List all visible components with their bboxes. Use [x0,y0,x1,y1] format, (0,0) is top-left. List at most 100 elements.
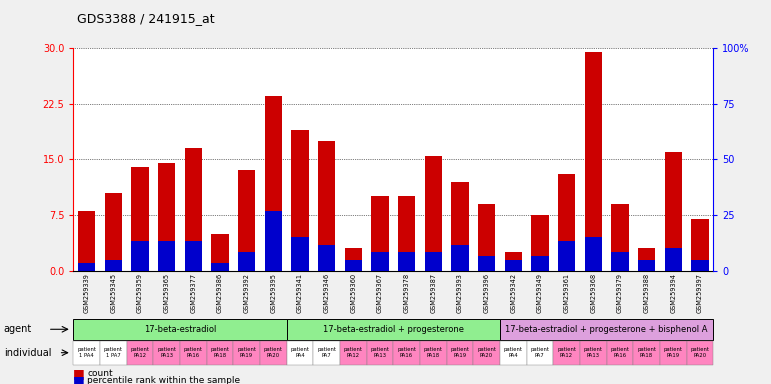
Text: count: count [87,369,113,378]
Bar [531,256,548,271]
Text: patient
PA20: patient PA20 [690,347,709,358]
Text: patient
PA7: patient PA7 [317,347,336,358]
Text: patient
PA19: patient PA19 [237,347,256,358]
Text: GSM259341: GSM259341 [297,273,303,313]
Text: GSM259367: GSM259367 [377,273,383,313]
Text: GSM259396: GSM259396 [483,273,490,313]
Text: patient
PA19: patient PA19 [664,347,682,358]
Bar [158,241,175,271]
Bar [665,248,682,271]
Bar [691,260,709,271]
Text: GSM259377: GSM259377 [190,273,197,313]
Text: GSM259394: GSM259394 [670,273,676,313]
Text: patient
PA7: patient PA7 [530,347,550,358]
Text: GSM259393: GSM259393 [457,273,463,313]
Text: GSM259342: GSM259342 [510,273,517,313]
Text: 17-beta-estradiol + progesterone + bisphenol A: 17-beta-estradiol + progesterone + bisph… [505,325,708,334]
Bar [638,248,655,271]
Bar [78,211,96,271]
Bar [371,197,389,271]
Bar [158,163,175,271]
Bar [504,252,522,271]
Bar [131,241,149,271]
Bar [184,148,202,271]
Bar [558,174,575,271]
Bar [611,252,628,271]
Text: patient
1 PA7: patient 1 PA7 [104,347,123,358]
Text: 17-beta-estradiol + progesterone: 17-beta-estradiol + progesterone [323,325,463,334]
Bar [264,211,282,271]
Text: GSM259392: GSM259392 [244,273,250,313]
Text: patient
1 PA4: patient 1 PA4 [77,347,96,358]
Text: patient
PA16: patient PA16 [397,347,416,358]
Text: GSM259359: GSM259359 [137,273,143,313]
Bar [238,170,255,271]
Text: patient
PA4: patient PA4 [503,347,523,358]
Text: GDS3388 / 241915_at: GDS3388 / 241915_at [77,12,215,25]
Text: patient
PA20: patient PA20 [264,347,283,358]
Bar [531,215,548,271]
Text: patient
PA13: patient PA13 [157,347,176,358]
Text: GSM259395: GSM259395 [270,273,276,313]
Bar [318,245,335,271]
Text: GSM259360: GSM259360 [350,273,356,313]
Text: GSM259378: GSM259378 [403,273,409,313]
Bar [131,167,149,271]
Text: GSM259345: GSM259345 [110,273,116,313]
Bar [398,252,416,271]
Bar [584,52,602,271]
Text: GSM259339: GSM259339 [83,273,89,313]
Bar [318,141,335,271]
Text: GSM259361: GSM259361 [564,273,570,313]
Text: patient
PA12: patient PA12 [557,347,576,358]
Bar [345,248,362,271]
Bar [691,219,709,271]
Bar [665,152,682,271]
Text: GSM259387: GSM259387 [430,273,436,313]
Text: percentile rank within the sample: percentile rank within the sample [87,376,241,384]
Text: patient
PA13: patient PA13 [370,347,389,358]
Text: agent: agent [4,324,32,334]
Text: patient
PA4: patient PA4 [291,347,309,358]
Bar [78,263,96,271]
Bar [238,252,255,271]
Text: GSM259346: GSM259346 [324,273,329,313]
Bar [211,233,228,271]
Bar [105,193,122,271]
Bar [371,252,389,271]
Text: GSM259397: GSM259397 [697,273,703,313]
Bar [211,263,228,271]
Bar [425,156,442,271]
Text: patient
PA18: patient PA18 [210,347,230,358]
Bar [451,245,469,271]
Text: patient
PA12: patient PA12 [130,347,150,358]
Bar [345,260,362,271]
Text: patient
PA18: patient PA18 [637,347,656,358]
Bar [478,204,495,271]
Bar [504,260,522,271]
Bar [264,96,282,271]
Bar [478,256,495,271]
Bar [558,241,575,271]
Bar [638,260,655,271]
Text: patient
PA16: patient PA16 [611,347,629,358]
Text: patient
PA18: patient PA18 [424,347,443,358]
Bar [425,252,442,271]
Text: GSM259379: GSM259379 [617,273,623,313]
Bar [291,237,308,271]
Text: GSM259349: GSM259349 [537,273,543,313]
Bar [451,182,469,271]
Bar [105,260,122,271]
Text: patient
PA13: patient PA13 [584,347,603,358]
Text: patient
PA16: patient PA16 [183,347,203,358]
Text: patient
PA20: patient PA20 [477,347,496,358]
Text: GSM259388: GSM259388 [644,273,649,313]
Bar [611,204,628,271]
Bar [584,237,602,271]
Bar [398,197,416,271]
Bar [291,130,308,271]
Text: GSM259386: GSM259386 [217,273,223,313]
Text: patient
PA19: patient PA19 [450,347,470,358]
Text: ■: ■ [73,374,85,384]
Bar [184,241,202,271]
